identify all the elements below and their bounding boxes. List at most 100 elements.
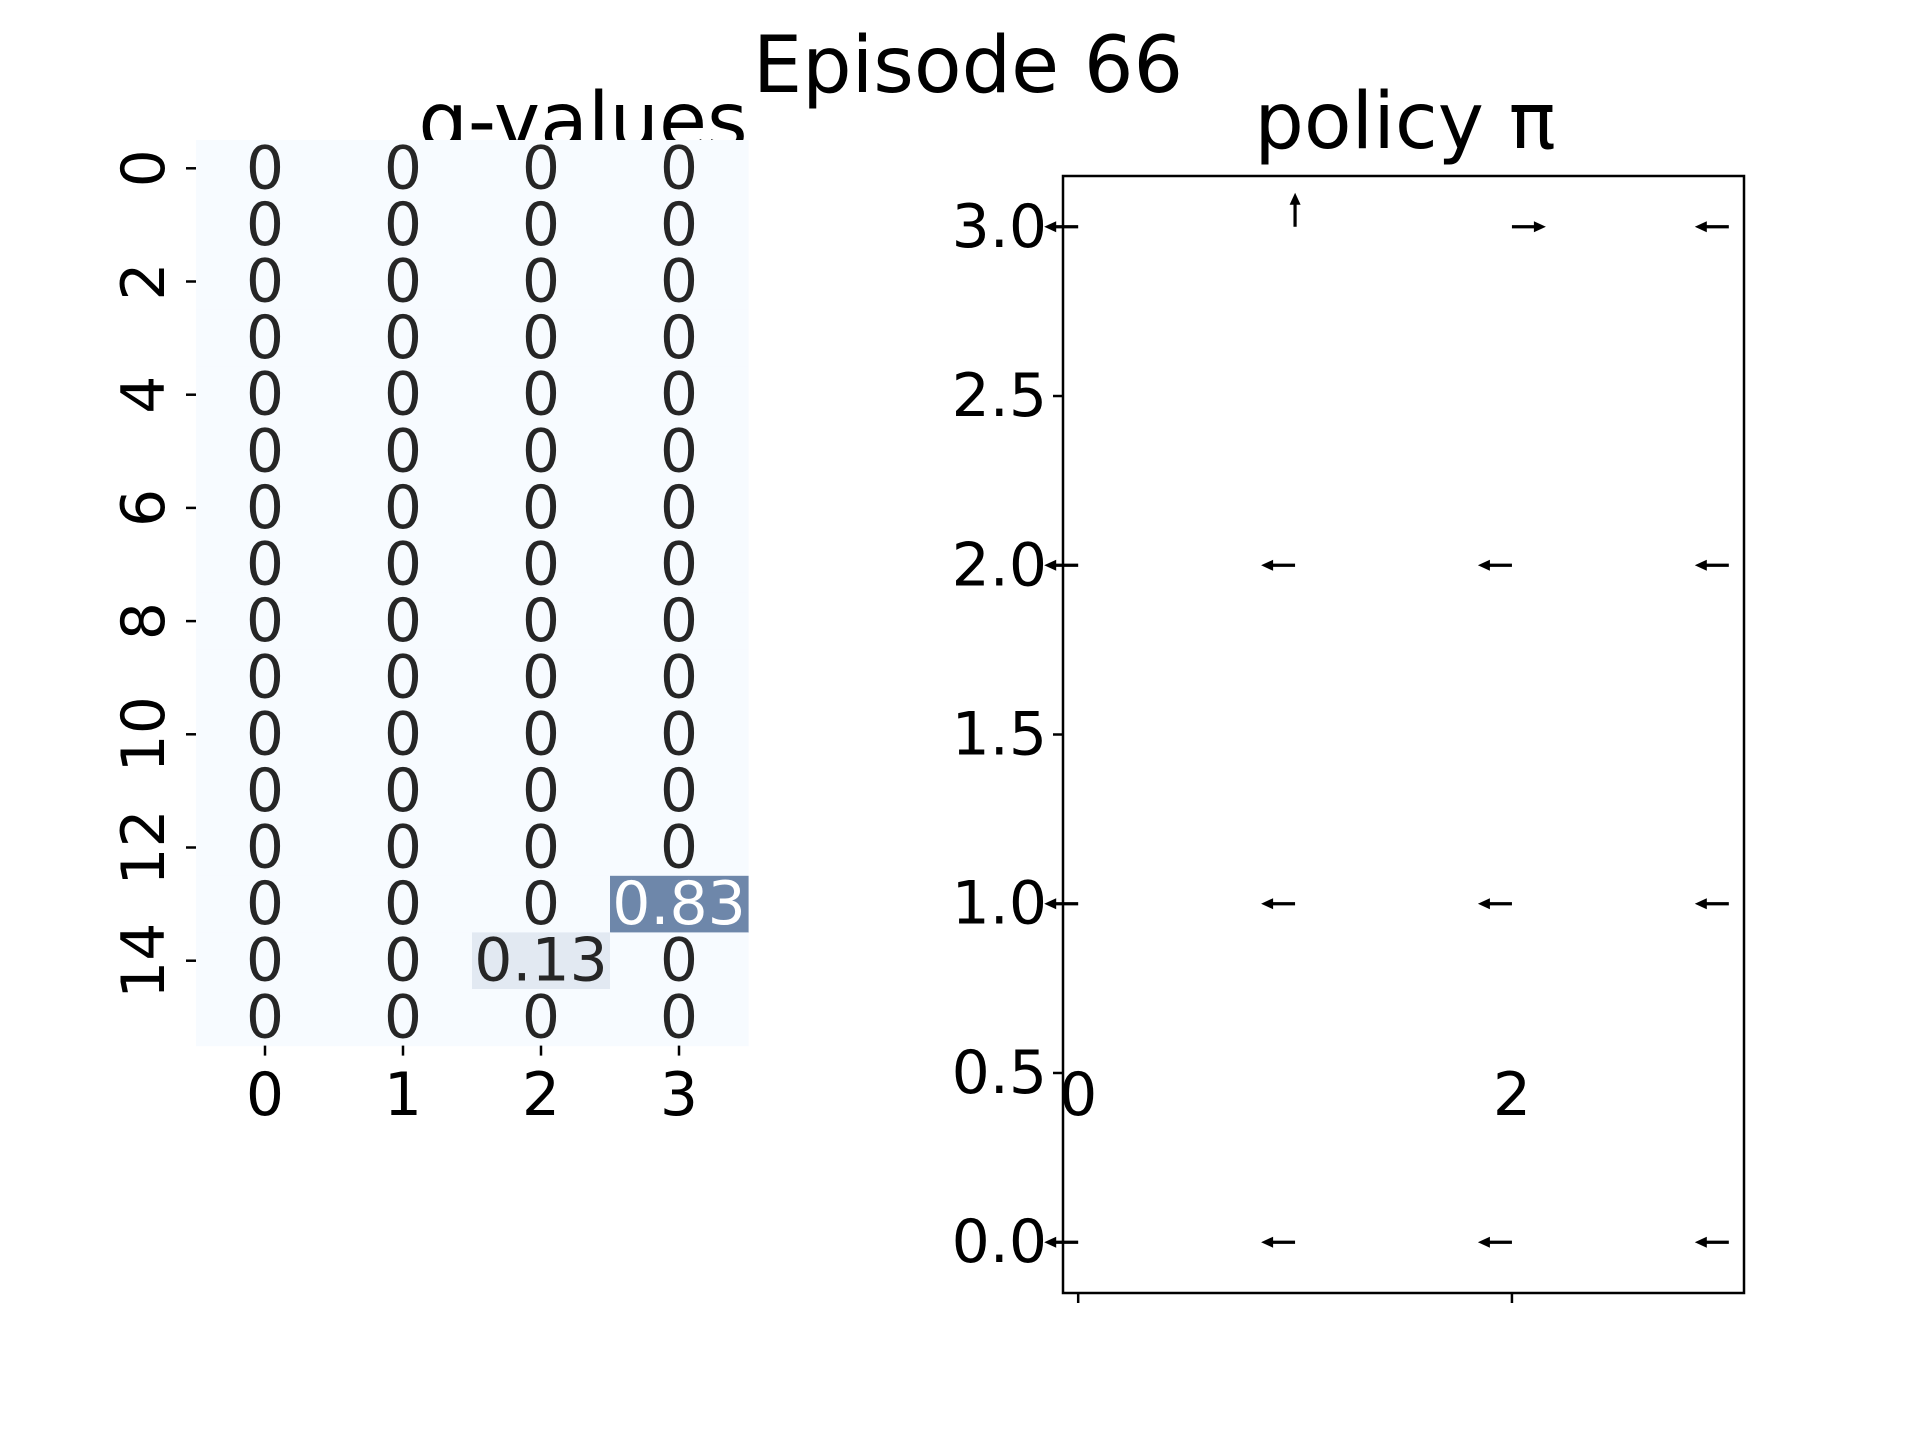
heatmap-cell-label: 0 (384, 530, 422, 600)
heatmap-cell-label: 0 (522, 247, 560, 317)
policy-arrow-left (1261, 559, 1296, 571)
heatmap-y-axis: 0 2 4 6 8 10 12 14 (109, 149, 196, 999)
heatmap-cell (472, 423, 611, 481)
heatmap-cell (610, 253, 749, 311)
heatmap-cell (196, 592, 335, 650)
heatmap-cell (610, 196, 749, 254)
heatmap-cell-label: 0 (384, 247, 422, 317)
heatmap-cell (472, 140, 611, 198)
heatmap-cell (610, 932, 749, 990)
policy-x-tick-label: 0 (1059, 1060, 1097, 1130)
heatmap-cell (196, 932, 335, 990)
heatmap-cell (472, 706, 611, 764)
heatmap-cell-label: 0 (246, 756, 284, 826)
heatmap-cell (610, 423, 749, 481)
policy-arrow-left (1694, 221, 1729, 233)
heatmap-y-tick-label: 0 (109, 149, 179, 187)
heatmap-cell (472, 479, 611, 537)
heatmap-cell-label: 0 (522, 473, 560, 543)
heatmap-cell (334, 819, 473, 877)
heatmap-cell-label: 0 (384, 813, 422, 883)
heatmap-cell-label: 0 (522, 360, 560, 430)
heatmap-cell-label: 0 (246, 416, 284, 486)
heatmap-x-tick-label: 0 (246, 1060, 284, 1130)
heatmap-cells (196, 140, 749, 1047)
heatmap-cell-label: 0 (522, 416, 560, 486)
policy-x-tick-label: 2 (1493, 1060, 1531, 1130)
heatmap-cell-label: 0 (660, 473, 698, 543)
policy-arrow-left (1694, 898, 1729, 910)
heatmap-cell (196, 649, 335, 707)
heatmap-cell (610, 309, 749, 367)
heatmap-cell (472, 649, 611, 707)
heatmap-cell-labels: 0 0 0 00 0 0 00 0 0 00 0 0 00 0 0 00 0 0 00 0 0 00 0 0 00 0 0 00 0 0 0… (246, 133, 746, 1052)
heatmap-cell-label: 0 (660, 926, 698, 996)
heatmap-cell (472, 819, 611, 877)
policy-y-tick-label: 1.5 (952, 700, 1047, 770)
heatmap-y-tick-label: 4 (109, 376, 179, 414)
heatmap-cell-label: 0 (660, 643, 698, 713)
heatmap-cell (472, 253, 611, 311)
heatmap-cell-label: 0 (660, 530, 698, 600)
heatmap-cell-label: 0 (384, 586, 422, 656)
heatmap-cell-label: 0 (660, 756, 698, 826)
heatmap-cell-label: 0 (384, 303, 422, 373)
heatmap-cell-label: 0 (522, 530, 560, 600)
heatmap-cell (334, 253, 473, 311)
heatmap-cell (196, 536, 335, 594)
policy-arrow-left (1477, 898, 1512, 910)
heatmap-cell-label: 0 (522, 869, 560, 939)
heatmap-cell-label: 0 (660, 247, 698, 317)
figure-suptitle: Episode 66 (753, 21, 1183, 111)
heatmap-cell (196, 479, 335, 537)
heatmap-cell-label: 0 (384, 756, 422, 826)
heatmap-y-tick-label: 10 (109, 696, 179, 772)
heatmap-cell (196, 989, 335, 1047)
heatmap-cell-label: 0 (246, 586, 284, 656)
heatmap-x-tick-label: 2 (522, 1060, 560, 1130)
heatmap-cell (472, 309, 611, 367)
heatmap-cell (196, 819, 335, 877)
heatmap-y-tick-label: 8 (109, 602, 179, 640)
heatmap-cell (196, 196, 335, 254)
heatmap-cell-label: 0 (384, 416, 422, 486)
heatmap-cell (610, 479, 749, 537)
policy-arrow-left (1694, 559, 1729, 571)
heatmap-cell (472, 762, 611, 820)
heatmap-cell (610, 819, 749, 877)
heatmap-cell-label: 0 (660, 416, 698, 486)
heatmap-cell (610, 762, 749, 820)
heatmap-cell (472, 536, 611, 594)
policy-y-tick-label: 1.0 (952, 869, 1047, 939)
heatmap-cell (610, 649, 749, 707)
heatmap-cell (334, 592, 473, 650)
heatmap-cell-label: 0 (522, 813, 560, 883)
heatmap-cell-label: 0.83 (612, 869, 746, 939)
heatmap-cell (472, 196, 611, 254)
heatmap-cell-label: 0 (522, 133, 560, 203)
heatmap-cell (334, 423, 473, 481)
policy-y-tick-label: 0.5 (952, 1038, 1047, 1108)
heatmap-cell (334, 706, 473, 764)
heatmap-cell (610, 989, 749, 1047)
heatmap-cell-label: 0 (246, 813, 284, 883)
heatmap-cell (334, 649, 473, 707)
heatmap-cell-label: 0 (384, 643, 422, 713)
heatmap-cell-label: 0 (246, 699, 284, 769)
heatmap-cell (334, 536, 473, 594)
heatmap-cell-label: 0 (246, 133, 284, 203)
heatmap-cell (196, 706, 335, 764)
heatmap-cell (196, 762, 335, 820)
heatmap-cell (472, 932, 611, 990)
heatmap-cell (334, 309, 473, 367)
heatmap-cell-label: 0 (522, 586, 560, 656)
policy-arrow-up (1289, 192, 1301, 227)
heatmap-cell-label: 0 (522, 982, 560, 1052)
heatmap-cell-label: 0 (246, 530, 284, 600)
heatmap-cell (334, 762, 473, 820)
heatmap-cell-label: 0 (384, 926, 422, 996)
heatmap-x-axis: 0 1 2 3 (246, 1045, 698, 1130)
